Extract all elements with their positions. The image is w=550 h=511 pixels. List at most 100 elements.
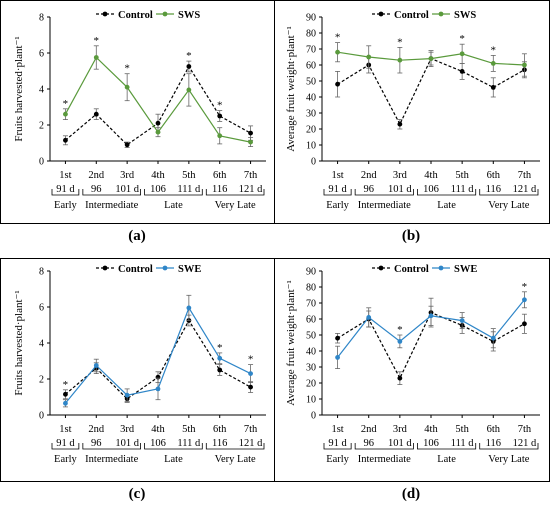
y-tick-label: 30 (306, 109, 316, 120)
panel-caption: (d) (402, 486, 420, 502)
y-tick-label: 80 (306, 29, 316, 40)
day-label: 121 d (513, 438, 537, 449)
y-tick-label: 70 (306, 45, 316, 56)
x-tick-label: 1st (331, 424, 343, 435)
data-point (490, 85, 496, 90)
legend-label: Control (118, 264, 153, 275)
x-tick-label: 5th (455, 170, 469, 181)
group-label: Early (326, 454, 349, 465)
data-point (366, 315, 372, 320)
day-label: 106 (150, 438, 166, 449)
y-tick-label: 60 (306, 315, 316, 326)
x-tick-label: 1st (59, 170, 71, 181)
y-tick-label: 30 (306, 363, 316, 374)
legend-swatch-marker (438, 11, 444, 17)
group-bracket (323, 443, 352, 450)
legend-swatch-marker (162, 11, 168, 17)
y-tick-label: 8 (39, 267, 44, 278)
group-bracket (51, 189, 80, 196)
x-tick-label: 7th (518, 424, 532, 435)
data-point (93, 363, 99, 368)
significance-marker: * (397, 324, 403, 336)
data-point (155, 129, 161, 135)
y-tick-label: 2 (39, 375, 44, 386)
y-tick-label: 50 (306, 77, 316, 88)
y-tick-label: 70 (306, 299, 316, 310)
data-point (248, 371, 253, 376)
group-label: Very Late (215, 454, 256, 465)
significance-marker: * (248, 354, 254, 366)
group-bracket (417, 189, 477, 196)
data-point (155, 120, 161, 126)
legend-label: SWE (178, 264, 201, 275)
day-label: 101 d (388, 184, 412, 195)
day-label: 116 (212, 184, 227, 195)
data-point (217, 355, 223, 361)
y-tick-label: 50 (306, 331, 316, 342)
y-tick-label: 8 (39, 13, 44, 24)
panel-caption: (c) (129, 486, 146, 502)
chart-panel-b: 0 10 20 30 40 50 60 70 80 90 Average fruit weight·… (285, 10, 540, 211)
legend: Control SWE (96, 264, 201, 275)
day-label: 116 (212, 438, 227, 449)
series-sws (62, 45, 254, 148)
day-label: 121 d (239, 184, 263, 195)
data-point (186, 305, 192, 311)
data-point (490, 335, 496, 341)
group-bracket (205, 189, 265, 196)
data-point (335, 49, 340, 55)
x-tick-label: 4th (424, 424, 438, 435)
series-swe (62, 294, 254, 408)
x-tick-label: 6th (487, 424, 501, 435)
significance-marker: * (63, 98, 69, 110)
significance-marker: * (491, 44, 497, 56)
group-label: Early (54, 454, 77, 465)
data-point (522, 321, 527, 327)
group-bracket (323, 189, 352, 196)
chart-panel-d: 0 10 20 30 40 50 60 70 80 90 Average fruit weight·… (285, 264, 540, 465)
data-point (186, 87, 192, 93)
data-point (217, 367, 223, 373)
legend: Control SWS (372, 10, 476, 21)
y-tick-label: 4 (39, 339, 44, 350)
legend: Control SWE (372, 264, 477, 275)
x-tick-label: 7th (244, 170, 258, 181)
legend-swatch-marker (102, 11, 108, 17)
day-label: 106 (423, 438, 439, 449)
group-label: Intermediate (85, 454, 138, 465)
y-tick-label: 10 (306, 395, 316, 406)
y-tick-label: 40 (306, 93, 316, 104)
legend-swatch-marker (102, 265, 108, 271)
y-tick-label: 10 (306, 141, 316, 152)
group-bracket (144, 443, 203, 450)
day-label: 101 d (115, 438, 139, 449)
panel-caption: (a) (128, 228, 146, 244)
group-bracket (82, 443, 141, 450)
significance-marker: * (217, 100, 223, 112)
data-point (155, 386, 161, 392)
x-tick-label: 6th (213, 170, 227, 181)
x-tick-label: 3rd (120, 170, 135, 181)
data-point (459, 51, 465, 57)
y-tick-label: 40 (306, 347, 316, 358)
day-label: 96 (363, 438, 374, 449)
y-axis-label: Average fruit weight·plant⁻¹ (285, 280, 297, 406)
significance-marker: * (335, 32, 341, 44)
y-tick-label: 6 (39, 49, 44, 60)
significance-marker: * (217, 342, 223, 354)
y-tick-label: 0 (311, 411, 316, 422)
data-point (217, 113, 223, 119)
day-label: 96 (91, 438, 102, 449)
y-axis-label: Fruits harvested·plant⁻¹ (13, 290, 25, 395)
day-label: 106 (150, 184, 166, 195)
legend-label: Control (118, 10, 153, 21)
data-point (93, 55, 99, 60)
day-label: 101 d (388, 438, 412, 449)
group-label: Late (437, 200, 456, 211)
y-tick-label: 80 (306, 283, 316, 294)
significance-marker: * (186, 50, 192, 62)
legend-swatch-marker (378, 265, 384, 271)
data-point (335, 355, 340, 360)
group-label: Very Late (488, 454, 529, 465)
day-label: 91 d (56, 438, 75, 449)
